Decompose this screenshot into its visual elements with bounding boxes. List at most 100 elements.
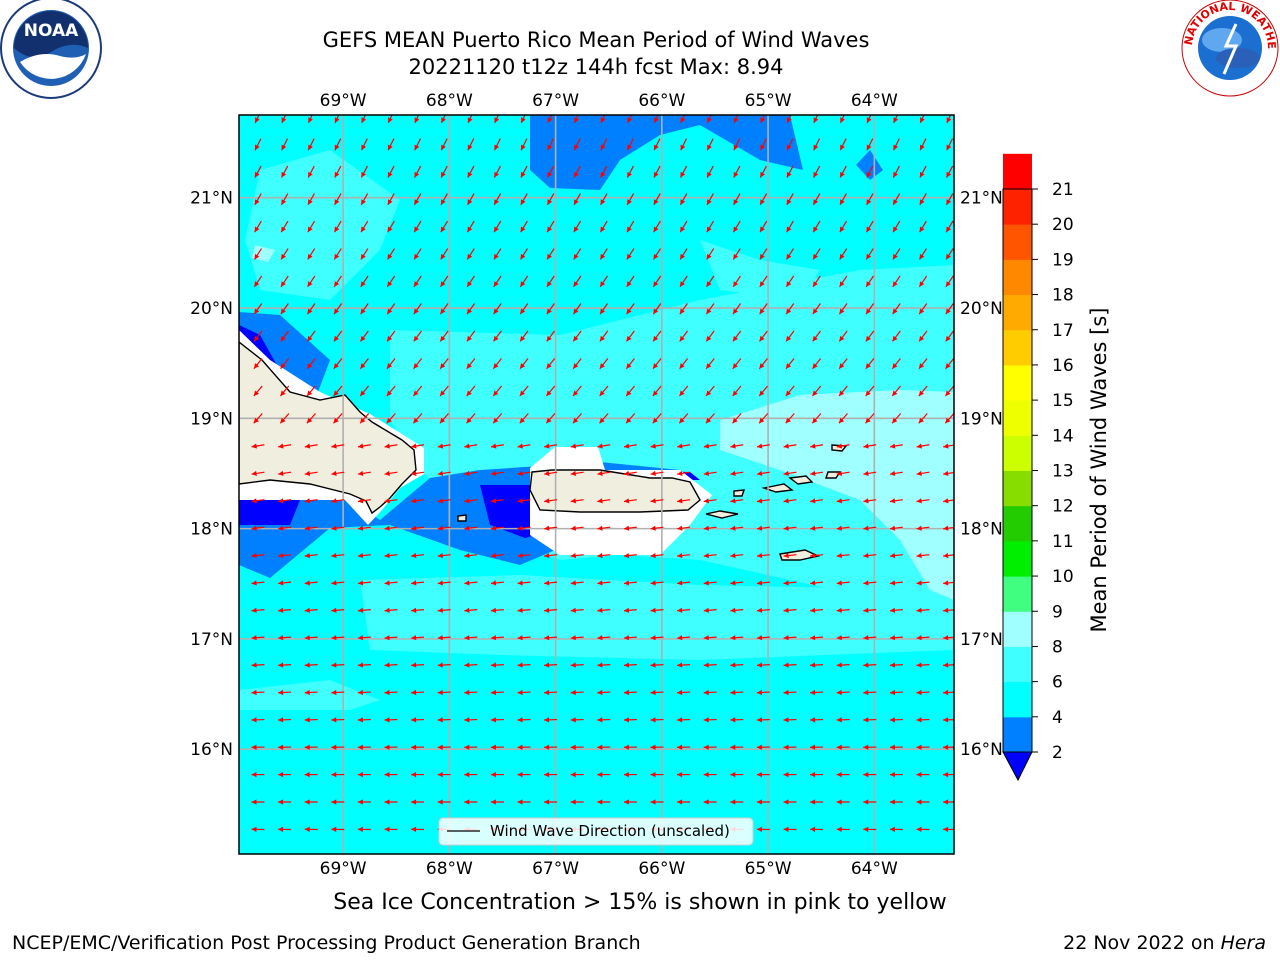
wave-direction-arrow: [783, 717, 797, 723]
wave-direction-arrow: [650, 635, 664, 641]
wave-direction-arrow: [304, 799, 318, 805]
lat-tick-label: 21°N: [190, 189, 233, 209]
wave-direction-arrow: [919, 138, 927, 151]
wave-direction-arrow: [278, 552, 292, 559]
wave-direction-arrow: [490, 717, 504, 723]
colorbar-tick-label: 8: [1052, 637, 1063, 657]
wave-direction-arrow: [384, 744, 398, 750]
wave-direction-arrow: [813, 115, 819, 124]
wave-direction-arrow: [785, 358, 795, 370]
wave-direction-arrow: [254, 165, 262, 178]
wave-direction-arrow: [679, 248, 688, 260]
wave-direction-arrow: [600, 115, 606, 124]
wave-direction-arrow: [756, 443, 770, 449]
wave-direction-arrow: [863, 717, 877, 723]
wave-direction-arrow: [865, 248, 874, 260]
colorbar-segment: [1003, 224, 1032, 260]
wave-direction-arrow: [251, 635, 265, 641]
wave-direction-arrow: [703, 525, 717, 531]
wave-direction-arrow: [280, 275, 289, 288]
wave-direction-arrow: [517, 498, 531, 504]
colorbar-title: Mean Period of Wind Waves [s]: [1087, 308, 1111, 633]
wave-direction-arrow: [493, 275, 502, 288]
wave-direction-arrow: [783, 799, 797, 805]
wave-direction-arrow: [411, 607, 425, 613]
wave-direction-arrow: [599, 275, 608, 288]
wave-direction-arrow: [599, 248, 608, 260]
wave-direction-arrow: [411, 772, 425, 778]
wave-direction-arrow: [544, 662, 558, 668]
wave-direction-arrow: [597, 580, 611, 586]
wave-direction-arrow: [597, 635, 611, 641]
wave-direction-arrow: [281, 138, 289, 151]
wave-direction-arrow: [919, 193, 927, 206]
wave-direction-arrow: [810, 470, 824, 476]
wave-direction-arrow: [839, 193, 847, 206]
wave-direction-arrow: [464, 744, 478, 750]
wave-direction-arrow: [839, 248, 848, 260]
wave-direction-arrow: [597, 498, 611, 504]
wave-direction-arrow: [703, 772, 717, 778]
wave-direction-arrow: [437, 443, 451, 449]
colorbar-tick-label: 19: [1052, 250, 1074, 270]
wave-direction-arrow: [280, 330, 289, 342]
map-area: [239, 115, 954, 854]
wave-direction-arrow: [572, 385, 582, 397]
wave-direction-arrow: [599, 358, 609, 370]
wave-direction-arrow: [705, 330, 715, 342]
wave-direction-arrow: [703, 689, 717, 696]
wave-direction-arrow: [703, 552, 717, 559]
wave-direction-arrow: [810, 443, 824, 449]
wave-direction-arrow: [466, 248, 475, 260]
wave-direction-arrow: [334, 138, 342, 151]
sea-ice-note: Sea Ice Concentration > 15% is shown in …: [333, 890, 947, 915]
wave-direction-arrow: [677, 552, 691, 559]
wave-direction-arrow: [331, 470, 345, 476]
wave-direction-arrow: [810, 607, 824, 613]
wave-direction-arrow: [918, 303, 928, 315]
wave-direction-arrow: [490, 607, 504, 613]
wave-direction-arrow: [599, 303, 609, 315]
wave-direction-arrow: [333, 413, 343, 424]
wave-direction-arrow: [783, 744, 797, 750]
wave-direction-arrow: [625, 358, 635, 370]
wave-direction-arrow: [945, 220, 954, 233]
wave-direction-arrow: [892, 165, 900, 178]
wave-direction-arrow: [467, 115, 473, 124]
wave-direction-arrow: [437, 744, 451, 750]
wave-direction-arrow: [570, 470, 584, 476]
wave-direction-arrow: [517, 470, 531, 476]
wave-direction-arrow: [863, 662, 877, 668]
wave-direction-arrow: [333, 358, 343, 370]
wave-direction-arrow: [279, 413, 290, 424]
wave-direction-arrow: [439, 303, 449, 315]
wave-direction-arrow: [413, 330, 422, 342]
wave-direction-arrow: [333, 385, 343, 397]
wave-direction-arrow: [384, 662, 398, 668]
wave-direction-arrow: [387, 220, 395, 233]
wave-direction-arrow: [304, 607, 318, 613]
wave-direction-arrow: [466, 358, 476, 370]
lon-tick-label: 66°W: [638, 91, 685, 111]
wave-direction-arrow: [386, 385, 396, 397]
wave-direction-arrow: [333, 330, 343, 342]
lon-tick-label: 67°W: [532, 859, 579, 879]
wave-direction-arrow: [785, 385, 795, 397]
wave-direction-arrow: [946, 138, 954, 151]
wave-direction-arrow: [758, 385, 769, 397]
wave-direction-arrow: [517, 525, 531, 531]
wave-direction-arrow: [812, 193, 821, 206]
wave-direction-arrow: [810, 744, 824, 750]
wave-direction-arrow: [863, 525, 877, 531]
wave-direction-arrow: [863, 826, 877, 832]
wave-direction-arrow: [281, 165, 289, 178]
wave-direction-arrow: [810, 799, 824, 805]
wave-direction-arrow: [838, 358, 848, 370]
wave-direction-arrow: [918, 275, 928, 288]
wave-direction-arrow: [357, 470, 371, 476]
wave-direction-arrow: [384, 799, 398, 805]
lon-tick-label: 69°W: [320, 91, 367, 111]
wave-direction-arrow: [493, 138, 501, 151]
wave-direction-arrow: [251, 689, 265, 696]
lat-tick-label: 20°N: [190, 299, 233, 319]
